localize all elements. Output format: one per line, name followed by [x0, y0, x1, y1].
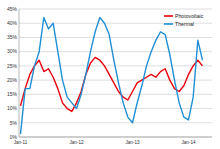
grid-line [19, 9, 212, 10]
grid-line [19, 137, 212, 138]
y-tick-label: 15% [7, 91, 18, 97]
y-tick-label: 25% [7, 63, 18, 69]
chart: 0% 5% 10% 15% 20% 25% 30% 35% 40% 45% Jan-11 Jan-12… [0, 0, 220, 149]
legend-swatch [164, 15, 173, 17]
plot-area [21, 18, 203, 135]
grid-line [19, 94, 212, 95]
grid-line [19, 80, 212, 81]
y-tick-label: 0% [10, 134, 18, 140]
x-axis [19, 137, 212, 138]
y-tick-label: 40% [7, 20, 18, 26]
y-tick-label: 20% [7, 77, 18, 83]
grid-line [19, 122, 212, 123]
y-tick-label: 30% [7, 48, 18, 54]
x-tick-label: Jan-11 [14, 140, 28, 145]
y-tick-label: 5% [10, 120, 18, 126]
y-axis [19, 9, 20, 137]
legend-label: Thermal [175, 21, 194, 27]
x-tick-label: Jan-13 [125, 140, 139, 145]
legend-label: Photovoltaic [175, 13, 204, 19]
y-tick-label: 35% [7, 34, 18, 40]
y-tick-label: 45% [7, 6, 18, 12]
legend-swatch [164, 23, 173, 25]
grid-line [19, 37, 212, 38]
x-tick-label: Jan-12 [69, 140, 83, 145]
grid-line [19, 108, 212, 109]
y-tick-label: 10% [7, 105, 18, 111]
series-line [21, 18, 203, 135]
x-tick-label: Jan-14 [181, 140, 195, 145]
grid-line [19, 51, 212, 52]
